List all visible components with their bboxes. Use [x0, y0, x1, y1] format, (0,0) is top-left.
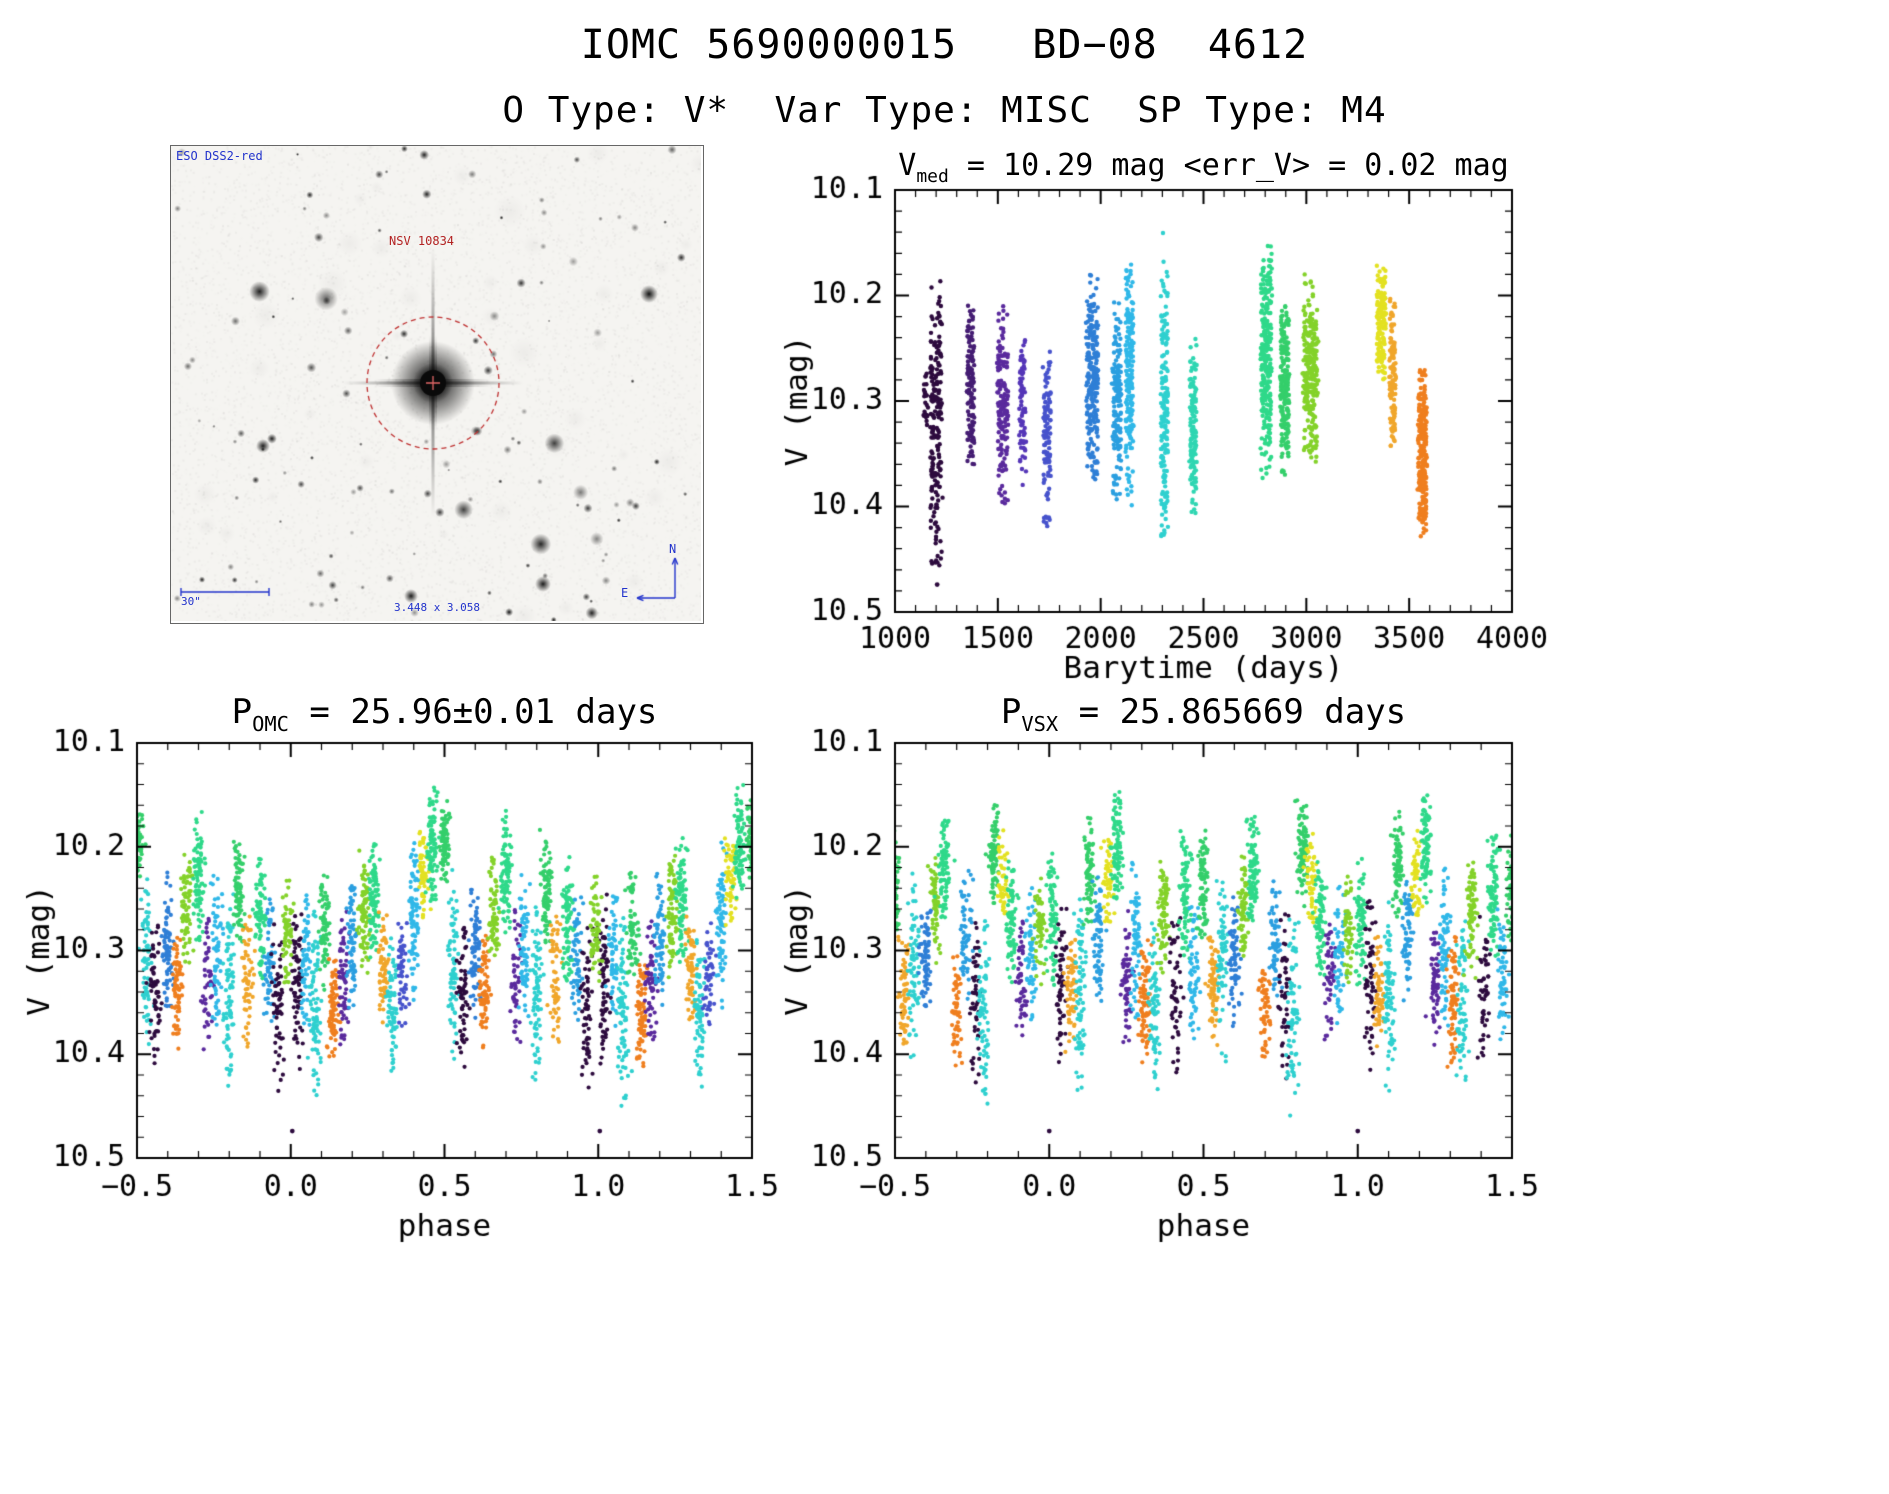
compass-east-label: E	[621, 586, 629, 600]
vsx-phase-panel: PVSX = 25.865669 days	[778, 690, 1568, 1270]
compass-north-label: N	[669, 542, 677, 556]
barytime-lightcurve-panel: Vmed = 10.29 mag <err_V> = 0.02 mag	[770, 140, 1560, 700]
figure-title: IOMC 5690000015 BD−08 4612	[580, 22, 1309, 68]
scale-bar-label: 30"	[181, 595, 201, 608]
omc-phase-panel: POMC = 25.96±0.01 days	[20, 690, 810, 1270]
figure-subtitle: O Type: V* Var Type: MISC SP Type: M4	[502, 90, 1387, 131]
field-size-label: 3.448 x 3.058	[393, 601, 481, 614]
survey-label: ESO DSS2-red	[176, 149, 263, 163]
omc-phase-plot-canvas	[20, 690, 810, 1270]
finding-chart-panel: ESO DSS2-red NSV 10834 30" 3.448 x 3.058…	[170, 145, 704, 624]
vsx-phase-plot-canvas	[778, 690, 1568, 1270]
star-field-canvas	[171, 146, 701, 621]
barytime-plot-canvas	[770, 140, 1560, 700]
target-name-label: NSV 10834	[389, 234, 455, 248]
